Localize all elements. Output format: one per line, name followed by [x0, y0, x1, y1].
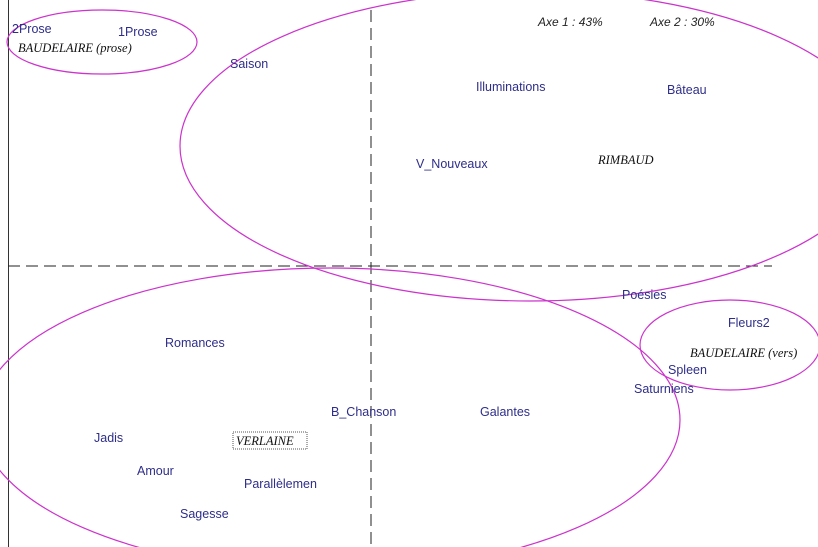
point-label: Sagesse: [180, 507, 229, 521]
point-label: Spleen: [668, 363, 707, 377]
point-label: Galantes: [480, 405, 530, 419]
point-label: Bâteau: [667, 83, 707, 97]
group-label: RIMBAUD: [597, 153, 654, 167]
point-label: Fleurs2: [728, 316, 770, 330]
point-label: 1Prose: [118, 25, 158, 39]
axis1-caption: Axe 1 : 43%: [537, 15, 603, 29]
point-label: 2Prose: [12, 22, 52, 36]
point-label: B_Chanson: [331, 405, 396, 419]
point-label: Poésies: [622, 288, 666, 302]
point-label: Saison: [230, 57, 268, 71]
group-label: BAUDELAIRE (prose): [18, 41, 132, 55]
axis2-caption: Axe 2 : 30%: [649, 15, 715, 29]
point-label: Amour: [137, 464, 174, 478]
point-label: Romances: [165, 336, 225, 350]
point-label: V_Nouveaux: [416, 157, 488, 171]
ellipse-rimbaud: [179, 0, 818, 302]
ellipse-baudelaire-vers: [639, 299, 818, 391]
group-label: BAUDELAIRE (vers): [690, 346, 797, 360]
group-box: [232, 431, 308, 450]
point-label: Jadis: [94, 431, 123, 445]
point-label: Saturniens: [634, 382, 694, 396]
ellipse-baudelaire-prose: [6, 9, 198, 75]
group-label: VERLAINE: [236, 434, 294, 448]
ellipse-verlaine: [0, 267, 681, 547]
point-label: Illuminations: [476, 80, 545, 94]
point-label: Parallèlemen: [244, 477, 317, 491]
